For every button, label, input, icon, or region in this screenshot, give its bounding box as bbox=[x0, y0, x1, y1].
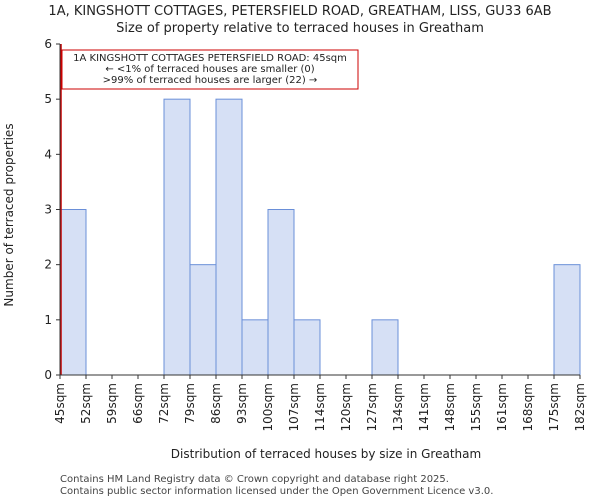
x-tick-label: 182sqm bbox=[573, 383, 587, 431]
histogram-bar bbox=[553, 264, 581, 376]
footer-line-2: Contains public sector information licen… bbox=[60, 486, 493, 497]
histogram-bar bbox=[267, 209, 295, 376]
annotation-box: 1A KINGSHOTT COTTAGES PETERSFIELD ROAD: … bbox=[61, 49, 359, 90]
histogram-bar bbox=[371, 319, 399, 376]
x-tick-label: 93sqm bbox=[235, 383, 249, 424]
x-tick-label: 161sqm bbox=[495, 383, 509, 431]
x-tick-label: 148sqm bbox=[443, 383, 457, 431]
histogram-bar bbox=[241, 319, 269, 376]
x-tick-label: 52sqm bbox=[79, 383, 93, 424]
y-tick-label: 5 bbox=[44, 92, 52, 106]
x-tick-label: 120sqm bbox=[339, 383, 353, 431]
chart-title-line-1: 1A, KINGSHOTT COTTAGES, PETERSFIELD ROAD… bbox=[48, 4, 551, 19]
x-tick-label: 168sqm bbox=[521, 383, 535, 431]
y-tick-label: 1 bbox=[44, 313, 52, 327]
y-tick-label: 4 bbox=[44, 147, 52, 161]
y-tick-label: 0 bbox=[44, 368, 52, 382]
x-tick-label: 72sqm bbox=[157, 383, 171, 424]
y-tick-label: 3 bbox=[44, 203, 52, 217]
histogram-bar bbox=[215, 98, 243, 376]
x-tick-label: 155sqm bbox=[469, 383, 483, 431]
x-tick-label: 86sqm bbox=[209, 383, 223, 424]
x-tick-label: 79sqm bbox=[183, 383, 197, 424]
x-tick-label: 66sqm bbox=[131, 383, 145, 424]
histogram-bar bbox=[163, 98, 191, 376]
histogram-bar bbox=[59, 209, 87, 376]
y-axis: 0 1 2 3 4 5 6 bbox=[44, 37, 61, 382]
chart-title-line-2: Size of property relative to terraced ho… bbox=[116, 21, 484, 36]
histogram-bar bbox=[189, 264, 217, 376]
y-tick-label: 6 bbox=[44, 37, 52, 51]
x-tick-label: 45sqm bbox=[53, 383, 67, 424]
histogram-bar bbox=[293, 319, 321, 376]
x-tick-label: 134sqm bbox=[391, 383, 405, 431]
bars-layer bbox=[59, 98, 581, 376]
x-tick-label: 141sqm bbox=[417, 383, 431, 431]
annotation-line-2: ← <1% of terraced houses are smaller (0) bbox=[105, 64, 314, 75]
y-tick-label: 2 bbox=[44, 258, 52, 272]
annotation-line-3: >99% of terraced houses are larger (22) … bbox=[103, 75, 318, 86]
x-tick-label: 114sqm bbox=[313, 383, 327, 431]
x-axis-title: Distribution of terraced houses by size … bbox=[171, 447, 481, 461]
x-axis: 45sqm 52sqm 59sqm 66sqm 72sqm 79sqm 86sqm 93sqm… bbox=[53, 374, 587, 431]
x-tick-label: 59sqm bbox=[105, 383, 119, 424]
annotation-line-1: 1A KINGSHOTT COTTAGES PETERSFIELD ROAD: … bbox=[73, 53, 347, 64]
x-tick-label: 107sqm bbox=[287, 383, 301, 431]
x-tick-label: 100sqm bbox=[261, 383, 275, 431]
x-tick-label: 127sqm bbox=[365, 383, 379, 431]
y-axis-title: Number of terraced properties bbox=[2, 123, 16, 306]
footer-line-1: Contains HM Land Registry data © Crown c… bbox=[60, 474, 449, 485]
x-tick-label: 175sqm bbox=[547, 383, 561, 431]
annotation-border bbox=[61, 49, 359, 90]
